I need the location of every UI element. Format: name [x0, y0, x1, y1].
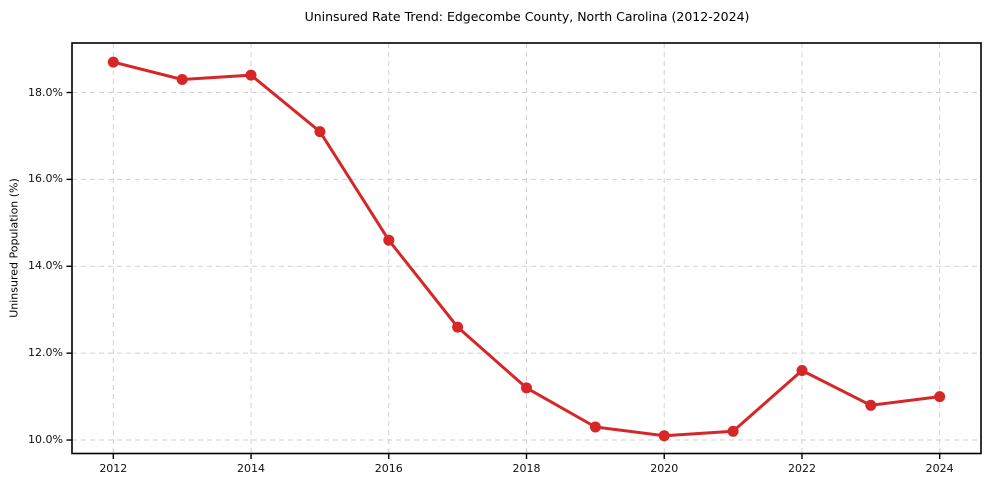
x-tick-label: 2014 — [237, 462, 266, 475]
data-point-marker — [865, 399, 877, 411]
data-point-marker — [934, 391, 946, 403]
axis-frame — [71, 42, 982, 455]
x-tick-label: 2022 — [787, 462, 816, 475]
y-tick-label: 14.0% — [28, 259, 63, 273]
y-tick-label: 10.0% — [28, 433, 63, 447]
data-point-marker — [314, 126, 326, 138]
x-tick-label: 2024 — [925, 462, 954, 475]
x-tick-label: 2016 — [374, 462, 403, 475]
data-point-marker — [658, 430, 670, 442]
y-tick-label: 12.0% — [28, 346, 63, 360]
data-point-marker — [245, 69, 257, 81]
x-tick-label: 2020 — [650, 462, 679, 475]
data-point-marker — [521, 382, 532, 394]
y-tick-label: 16.0% — [28, 172, 63, 186]
data-point-marker — [107, 56, 119, 68]
x-tick-label: 2012 — [99, 462, 128, 475]
data-point-marker — [589, 421, 601, 433]
data-point-marker — [796, 365, 808, 376]
data-point-marker — [727, 425, 739, 437]
data-point-marker — [383, 234, 395, 246]
data-point-marker — [452, 321, 464, 333]
y-tick-label: 18.0% — [28, 85, 63, 99]
x-tick-label: 2018 — [512, 462, 541, 475]
data-point-marker — [176, 74, 188, 85]
chart-title: Uninsured Rate Trend: Edgecombe County, … — [304, 9, 750, 24]
